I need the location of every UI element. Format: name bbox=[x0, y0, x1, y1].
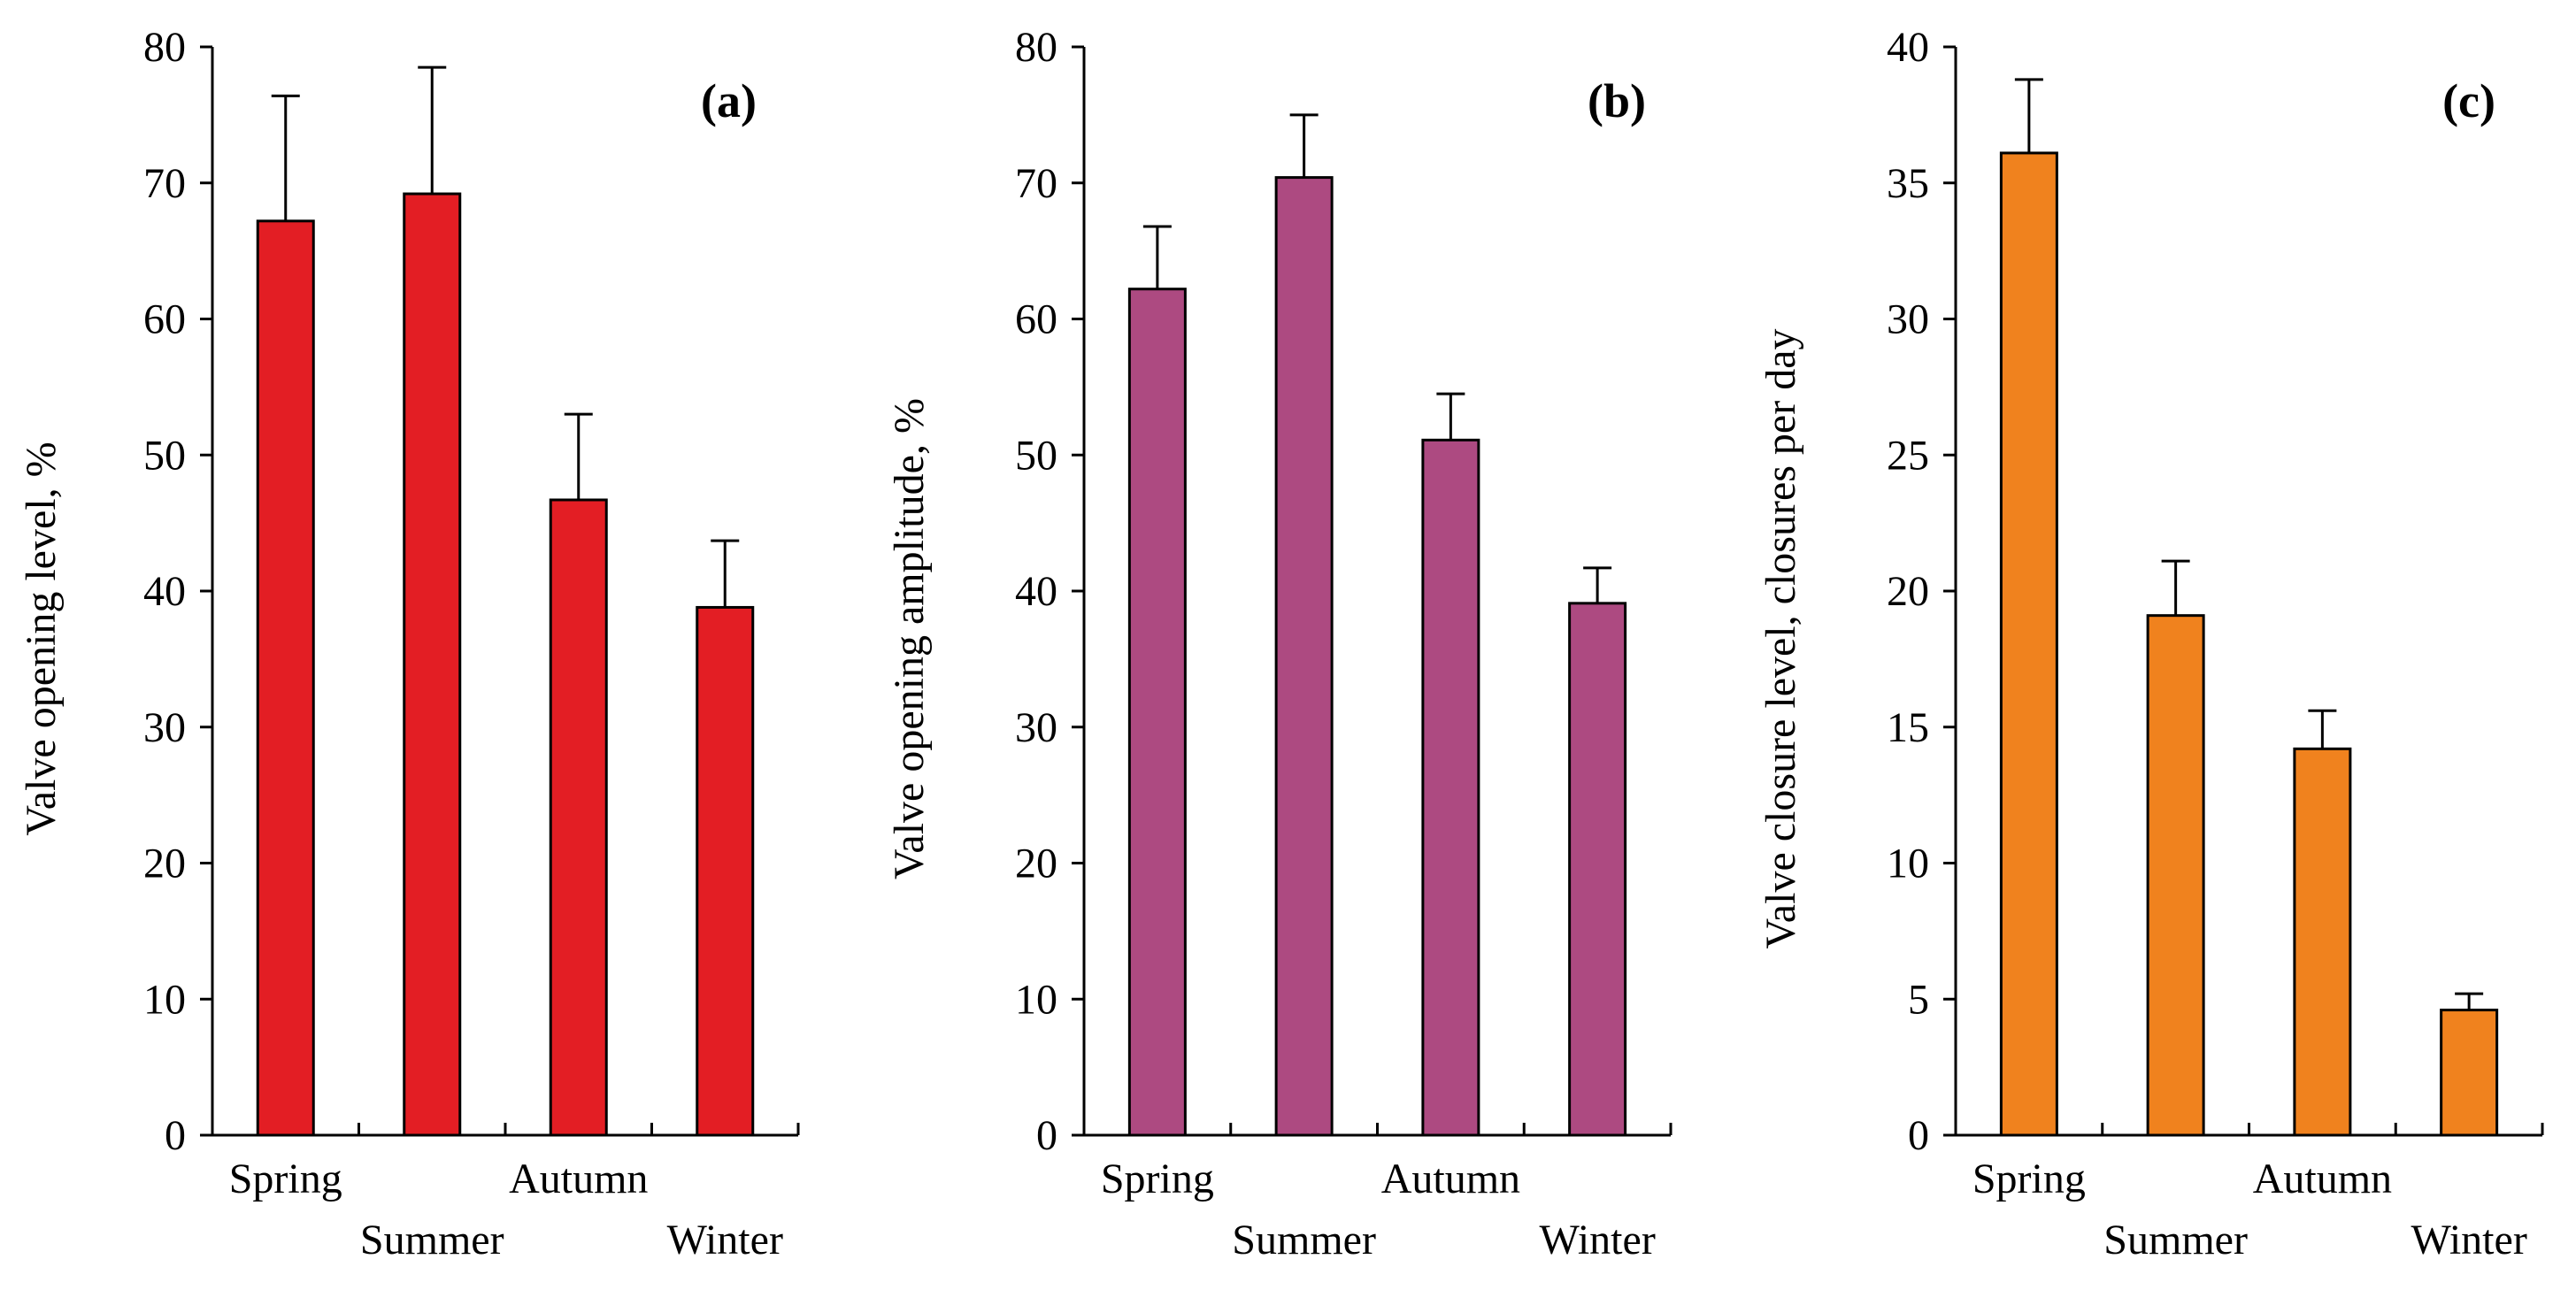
panel-a-category-label-autumn: Autumn bbox=[509, 1156, 648, 1202]
panel-b-bar-spring bbox=[1127, 288, 1187, 1137]
panel-a-y-tick-label: 60 bbox=[143, 296, 186, 343]
panel-c-y-tick-label: 25 bbox=[1887, 432, 1929, 479]
panel-a-y-tick-label: 30 bbox=[143, 704, 186, 751]
panel-b-y-tick-label: 0 bbox=[1036, 1112, 1057, 1159]
panel-c-category-label-summer: Summer bbox=[2103, 1217, 2248, 1263]
panel-b-bar-winter bbox=[1568, 602, 1627, 1137]
panel-c-y-tick-label: 15 bbox=[1887, 704, 1929, 751]
panel-c: (c) Valve closure level, closures per da… bbox=[1757, 24, 2544, 1263]
panel-a-bar-autumn bbox=[549, 498, 608, 1137]
panel-c-y-tick-label: 35 bbox=[1887, 160, 1929, 207]
panel-b-y-tick-label: 30 bbox=[1015, 704, 1057, 751]
panel-b-y-tick-label: 40 bbox=[1015, 568, 1057, 615]
panel-b-tag: (b) bbox=[1588, 74, 1646, 127]
panel-a-y-tick-label: 10 bbox=[143, 976, 186, 1023]
panel-b-category-label-winter: Winter bbox=[1539, 1217, 1655, 1263]
panel-a-y-tick-label: 20 bbox=[143, 841, 186, 887]
panel-b-category-label-summer: Summer bbox=[1232, 1217, 1376, 1263]
panel-c-y-axis-title: Valve closure level, closures per day bbox=[1757, 328, 1804, 948]
panel-b-y-tick-label: 10 bbox=[1015, 976, 1057, 1023]
panel-a-y-tick-label: 50 bbox=[143, 432, 186, 479]
panel-a: (a) Valve opening level, % 0 10 20 30 40 50 60… bbox=[18, 24, 800, 1263]
panel-a-category-label-spring: Spring bbox=[229, 1156, 342, 1202]
panel-c-y-tick-label: 0 bbox=[1908, 1112, 1929, 1159]
panel-c-bar-summer bbox=[2146, 614, 2205, 1137]
panel-a-y-tick-label: 80 bbox=[143, 24, 186, 71]
panel-a-y-tick-label: 0 bbox=[165, 1112, 186, 1159]
panel-a-category-label-summer: Summer bbox=[360, 1217, 504, 1263]
panel-a-y-tick-label: 70 bbox=[143, 160, 186, 207]
panel-b: (b) Valve opening amplitude, % 0 10 20 30 40… bbox=[886, 24, 1672, 1263]
panel-a-category-label-winter: Winter bbox=[667, 1217, 783, 1263]
panel-c-y-tick-label: 10 bbox=[1887, 841, 1929, 887]
panel-c-y-tick-label: 5 bbox=[1908, 976, 1929, 1023]
panel-c-category-label-spring: Spring bbox=[1972, 1156, 2086, 1202]
panel-b-y-tick-label: 60 bbox=[1015, 296, 1057, 343]
panel-a-bar-winter bbox=[696, 605, 755, 1137]
panel-c-bar-spring bbox=[1999, 151, 2058, 1137]
panel-b-y-tick-label: 80 bbox=[1015, 24, 1057, 71]
panel-c-category-label-autumn: Autumn bbox=[2253, 1156, 2392, 1202]
panel-b-y-tick-label: 20 bbox=[1015, 841, 1057, 887]
panel-b-category-label-spring: Spring bbox=[1101, 1156, 1214, 1202]
panel-c-tag: (c) bbox=[2442, 74, 2495, 127]
panel-a-y-tick-label: 40 bbox=[143, 568, 186, 615]
panel-b-y-axis-title: Valve opening amplitude, % bbox=[886, 398, 933, 879]
panel-c-y-tick-label: 40 bbox=[1887, 24, 1929, 71]
panel-a-bar-summer bbox=[403, 192, 462, 1137]
panel-c-category-label-winter: Winter bbox=[2411, 1217, 2526, 1263]
panel-c-y-tick-label: 30 bbox=[1887, 296, 1929, 343]
panel-a-bar-spring bbox=[256, 219, 315, 1137]
panel-b-y-tick-label: 70 bbox=[1015, 160, 1057, 207]
panel-b-bar-summer bbox=[1274, 176, 1334, 1137]
panel-a-y-axis-title: Valve opening level, % bbox=[18, 442, 65, 835]
panel-c-bar-winter bbox=[2440, 1009, 2499, 1137]
panel-c-y-tick-label: 20 bbox=[1887, 568, 1929, 615]
panel-b-y-tick-label: 50 bbox=[1015, 432, 1057, 479]
panel-b-category-label-autumn: Autumn bbox=[1381, 1156, 1520, 1202]
panel-a-tag: (a) bbox=[701, 74, 757, 127]
panel-b-bar-autumn bbox=[1421, 438, 1480, 1137]
panel-c-bar-autumn bbox=[2293, 747, 2352, 1137]
